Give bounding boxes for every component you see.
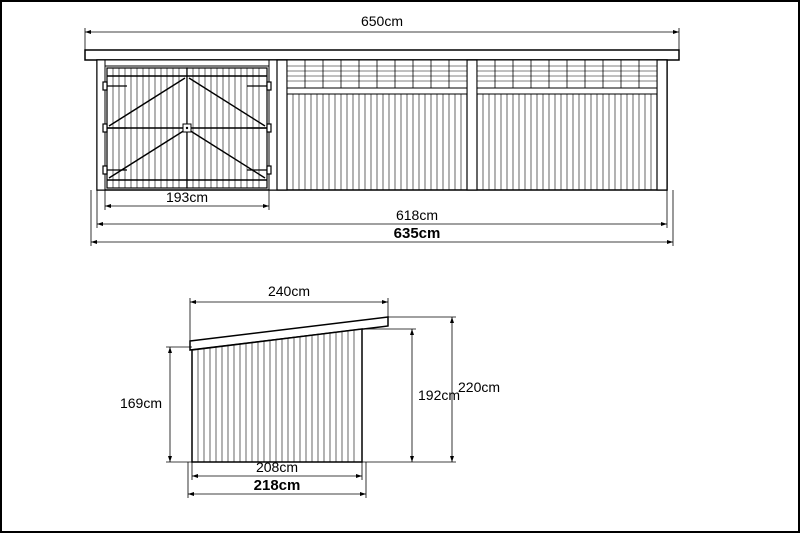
dim-label-618: 618cm	[396, 207, 438, 223]
dim-label-208: 208cm	[256, 459, 298, 475]
dim-label-220: 220cm	[458, 379, 500, 395]
door-section	[97, 60, 277, 190]
dim-label-door-193: 193cm	[166, 189, 208, 205]
dim-label-169: 169cm	[120, 395, 162, 411]
dim-label-635: 635cm	[394, 225, 441, 242]
front-elevation: 650cm	[85, 13, 679, 246]
front-roof	[85, 50, 679, 60]
dim-label-218: 218cm	[254, 477, 301, 494]
drawing-frame: 650cm	[0, 0, 800, 533]
side-elevation: 240cm 169cm 192cm	[120, 283, 500, 498]
dim-label-top-650: 650cm	[361, 13, 403, 29]
door-latch	[183, 124, 191, 132]
dim-label-192: 192cm	[418, 387, 460, 403]
dim-label-240: 240cm	[268, 283, 310, 299]
dim-top-650	[85, 28, 679, 50]
side-wall	[192, 329, 362, 462]
dim-h-169	[166, 347, 192, 462]
